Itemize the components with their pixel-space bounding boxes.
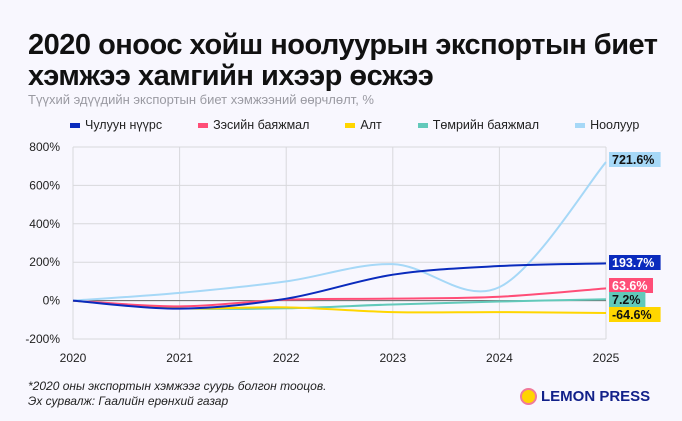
series-line bbox=[72, 262, 607, 310]
data-label: 63.6% bbox=[612, 279, 647, 293]
lemon-press-logo: LEMON PRESS bbox=[520, 388, 650, 405]
data-label: 7.2% bbox=[612, 293, 641, 307]
legend-swatch bbox=[345, 122, 356, 128]
legend-label: Зэсийн баяжмал bbox=[213, 118, 310, 132]
data-label: -64.6% bbox=[612, 308, 652, 322]
data-label-bg bbox=[609, 307, 661, 322]
legend-item: Чулуун нүүрс bbox=[70, 118, 162, 132]
legend-label: Алт bbox=[360, 118, 382, 132]
chart-subtitle: Түүхий эдүүдийн экспортын биет хэмжээний… bbox=[28, 92, 374, 107]
chart-title: 2020 оноос хойш ноолуурын экспортын биет… bbox=[28, 29, 658, 92]
series-line bbox=[72, 161, 607, 302]
legend-item: Зэсийн баяжмал bbox=[198, 118, 309, 132]
data-label-bg bbox=[609, 278, 653, 293]
x-tick-label: 2023 bbox=[379, 351, 406, 365]
legend-swatch bbox=[70, 122, 80, 128]
legend-item: Ноолуур bbox=[575, 118, 639, 132]
y-tick-label: 400% bbox=[29, 217, 60, 231]
legend-item: Төмрийн баяжмал bbox=[417, 118, 540, 132]
x-tick-label: 2025 bbox=[593, 351, 620, 365]
series-line bbox=[72, 287, 607, 308]
legend-label: Төмрийн баяжмал bbox=[432, 118, 540, 132]
legend-swatch bbox=[417, 122, 428, 128]
legend-swatch bbox=[575, 122, 586, 128]
x-tick-label: 2024 bbox=[486, 351, 513, 365]
legend-item: Алт bbox=[345, 118, 382, 132]
legend-label: Чулуун нүүрс bbox=[85, 118, 163, 132]
source-text: Эх сурвалж: Гаалийн ерөнхий газар bbox=[28, 394, 229, 408]
y-tick-label: 0% bbox=[43, 294, 61, 308]
lemon-icon bbox=[520, 388, 537, 405]
legend: Чулуун нүүрс Зэсийн баяжмал Алт Төмрийн бая… bbox=[70, 118, 675, 132]
y-tick-label: 600% bbox=[29, 178, 60, 192]
x-tick-label: 2020 bbox=[60, 351, 87, 365]
data-label-bg bbox=[609, 292, 646, 307]
y-tick-label: 200% bbox=[29, 255, 60, 269]
x-tick-label: 2021 bbox=[166, 351, 193, 365]
logo-text: LEMON PRESS bbox=[541, 388, 651, 405]
data-label: 193.7% bbox=[612, 256, 654, 270]
legend-swatch bbox=[198, 122, 209, 128]
data-label: 721.6% bbox=[612, 153, 654, 167]
note-text: *2020 оны экспортын хэмжээг суурь болгон… bbox=[28, 379, 327, 393]
x-tick-label: 2022 bbox=[273, 351, 300, 365]
data-label-bg bbox=[609, 255, 661, 270]
data-label-bg bbox=[609, 152, 661, 167]
footnote: *2020 оны экспортын хэмжээг суурь болгон… bbox=[28, 379, 326, 409]
legend-label: Ноолуур bbox=[590, 118, 640, 132]
y-tick-label: -200% bbox=[25, 332, 60, 346]
y-tick-label: 800% bbox=[29, 140, 60, 154]
